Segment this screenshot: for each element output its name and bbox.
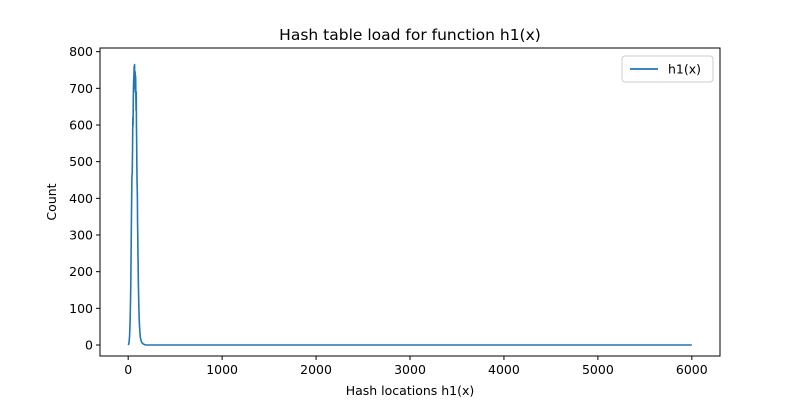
x-tick-label: 6000	[676, 362, 708, 377]
x-tick-label: 5000	[582, 362, 614, 377]
y-tick-label: 0	[85, 338, 93, 353]
x-tick-label: 3000	[394, 362, 426, 377]
series-line-0	[127, 63, 692, 346]
y-axis-label: Count	[44, 183, 59, 220]
y-tick-label: 700	[69, 81, 93, 96]
series-layer	[127, 63, 692, 346]
x-axis-label: Hash locations h1(x)	[346, 383, 475, 398]
y-tick-label: 500	[69, 154, 93, 169]
legend-frame	[621, 55, 714, 83]
y-tick-label: 100	[69, 301, 93, 316]
legend: h1(x)	[621, 55, 714, 83]
y-tick-label: 300	[69, 228, 93, 243]
x-tick-label: 2000	[300, 362, 332, 377]
y-tick-label: 800	[69, 44, 93, 59]
x-axis-ticks: 0 1000 2000 3000 4000 5000 6000	[124, 356, 708, 377]
y-tick-label: 600	[69, 118, 93, 133]
chart-title: Hash table load for function h1(x)	[279, 26, 541, 44]
x-tick-label: 1000	[206, 362, 238, 377]
y-tick-label: 200	[69, 264, 93, 279]
legend-label-h1: h1(x)	[668, 62, 701, 77]
y-axis-ticks: 0 100 200 300 400 500 600 700 800	[69, 44, 100, 353]
x-tick-label: 0	[124, 362, 132, 377]
y-tick-label: 400	[69, 191, 93, 206]
x-tick-label: 4000	[488, 362, 520, 377]
